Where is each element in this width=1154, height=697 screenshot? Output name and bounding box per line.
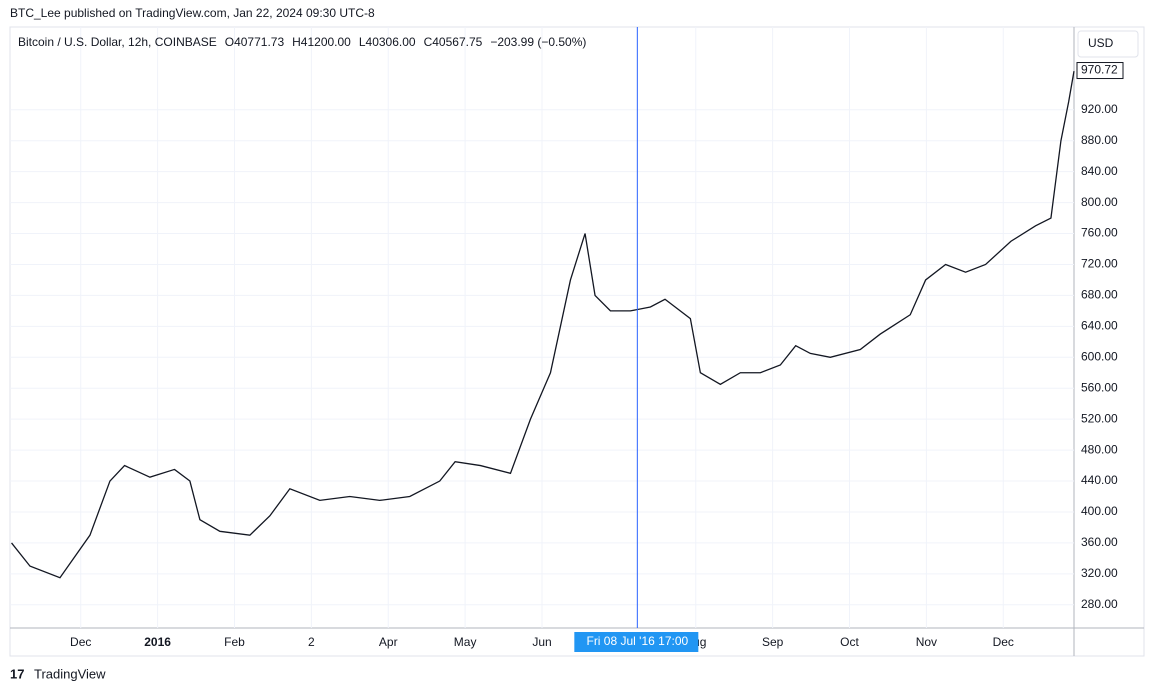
x-tick-label: 2 [308,635,315,649]
high: H41200.00 [292,35,351,49]
y-tick-label: 920.00 [1081,102,1118,116]
currency[interactable]: USD [1088,36,1114,50]
y-tick-label: 320.00 [1081,566,1118,580]
y-tick-label: 680.00 [1081,288,1118,302]
y-tick-label: 480.00 [1081,442,1118,456]
crosshair-label: Fri 08 Jul '16 17:00 [586,634,688,648]
x-tick-label: Dec [993,635,1014,649]
x-tick-label: Nov [916,635,937,649]
publish-header: BTC_Lee published on TradingView.com, Ja… [10,6,375,20]
y-tick-label: 600.00 [1081,349,1118,363]
y-tick-label: 720.00 [1081,257,1118,271]
y-tick-label: 440.00 [1081,473,1118,487]
y-tick-label: 840.00 [1081,164,1118,178]
last-price-box [1076,62,1124,80]
chart-frame [9,26,1145,657]
x-tick-label: Feb [224,635,245,649]
currency-button[interactable] [1077,30,1139,58]
x-tick-label: Oct [840,635,859,649]
symbol: Bitcoin / U.S. Dollar, 12h, COINBASE [18,35,217,49]
x-tick-label: Dec [70,635,91,649]
x-tick-label: 2016 [144,635,171,649]
low: L40306.00 [359,35,416,49]
close: C40567.75 [424,35,483,49]
y-tick-label: 760.00 [1081,226,1118,240]
crosshair-label-box [574,632,699,652]
x-tick-label: May [454,635,477,649]
y-tick-label: 640.00 [1081,319,1118,333]
y-tick-label: 800.00 [1081,195,1118,209]
price-line [11,70,1075,579]
x-tick-label: Sep [762,635,784,649]
logo: 17 [10,666,24,681]
plot: 280.00 320.00 360.00 400.00 440.00 480.00 520.… [10,27,1144,656]
y-tick-label: 280.00 [1081,597,1118,611]
footer-brand: TradingView [34,666,106,681]
y-tick-label: 880.00 [1081,133,1118,147]
symbol-legend: Bitcoin / U.S. Dollar, 12h, COINBASE O407… [18,35,586,49]
y-tick-label: 560.00 [1081,380,1118,394]
y-tick-label: 520.00 [1081,411,1118,425]
x-tick-label: Jun [532,635,551,649]
y-tick-label: 400.00 [1081,504,1118,518]
x-tick-label: Apr [379,635,398,649]
last-price-label: 970.72 [1081,63,1118,77]
y-tick-label: 360.00 [1081,535,1118,549]
change: −203.99 (−0.50%) [490,35,586,49]
open: O40771.73 [225,35,285,49]
